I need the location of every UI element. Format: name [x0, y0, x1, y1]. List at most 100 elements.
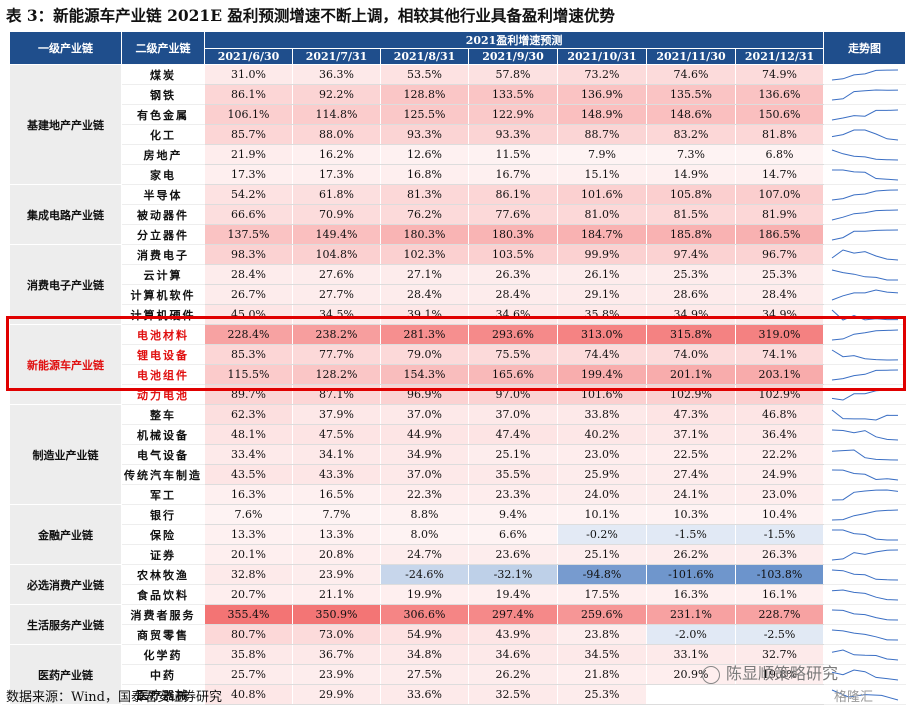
value-cell: 40.2% [557, 424, 647, 445]
watermark-logo: 格隆汇 [834, 690, 874, 705]
sparkline-cell [823, 364, 907, 385]
sparkline-line [831, 288, 898, 300]
value-cell: 10.4% [734, 504, 825, 525]
sparkline-cell [823, 484, 907, 505]
sparkline-line [831, 109, 898, 120]
value-cell: 53.5% [380, 64, 469, 85]
value-cell: 34.9% [646, 304, 736, 325]
value-cell: 81.0% [557, 204, 647, 225]
sparkline-line [831, 189, 898, 200]
value-cell: 17.3% [204, 164, 293, 185]
level2-label: 消费电子 [121, 244, 205, 265]
value-cell: 23.9% [292, 564, 381, 585]
sparkline [831, 549, 898, 560]
sparkline-cell [823, 64, 907, 85]
sparkline [831, 609, 898, 620]
value-cell: 16.5% [292, 484, 381, 505]
sparkline [831, 109, 898, 120]
value-cell: 27.7% [292, 284, 381, 305]
value-cell: 96.9% [380, 384, 469, 405]
value-cell: 57.8% [468, 64, 558, 85]
table-row: 有色金属 106.1% 114.8% 125.5% 122.9% 148.9% 148.6%… [10, 104, 907, 125]
value-cell: 88.7% [557, 124, 647, 145]
sparkline-cell [823, 164, 907, 185]
header-trend: 走势图 [823, 31, 907, 65]
value-cell: -24.6% [380, 564, 469, 585]
sparkline [831, 529, 898, 540]
table-row: 锂电设备 85.3% 77.7% 79.0% 75.5% 74.4% 74.0% 74.1% [10, 344, 907, 365]
value-cell: 133.5% [468, 84, 558, 105]
value-cell: 201.1% [646, 364, 736, 385]
table-row: 动力电池 89.7% 87.1% 96.9% 97.0% 101.6% 102.9% 102.… [10, 384, 907, 405]
header-level2: 二级产业链 [121, 31, 205, 65]
value-cell: 88.0% [292, 124, 381, 145]
value-cell: 81.5% [646, 204, 736, 225]
table-row: 保险 13.3% 13.3% 8.0% 6.6% -0.2% -1.5% -1.5% [10, 524, 907, 545]
table-row: 家电 17.3% 17.3% 16.8% 16.7% 15.1% 14.9% 14.7% [10, 164, 907, 185]
sparkline-line [831, 149, 898, 160]
sparkline-line [831, 588, 898, 600]
value-cell: -101.6% [646, 564, 736, 585]
sparkline [831, 209, 898, 220]
level2-label: 动力电池 [121, 384, 205, 405]
value-cell: 21.1% [292, 584, 381, 605]
level2-label: 化工 [121, 124, 205, 145]
value-cell: 27.4% [646, 464, 736, 485]
value-cell: 73.2% [557, 64, 647, 85]
sparkline-cell [823, 584, 907, 605]
value-cell: 62.3% [204, 404, 293, 425]
value-cell: 105.8% [646, 184, 736, 205]
header-level1: 一级产业链 [9, 31, 122, 65]
value-cell: 228.4% [204, 324, 293, 345]
value-cell: 34.6% [468, 304, 558, 325]
value-cell: 25.1% [557, 544, 647, 565]
value-cell: 9.4% [468, 504, 558, 525]
sparkline [831, 248, 898, 260]
table-row: 医疗器械 40.8% 29.9% 33.6% 32.5% 25.3% [10, 684, 907, 705]
value-cell: 85.7% [204, 124, 293, 145]
sparkline-line [831, 509, 898, 520]
value-cell: -2.5% [734, 624, 825, 645]
level2-label: 被动器件 [121, 204, 205, 225]
sparkline-line [831, 269, 898, 280]
value-cell: 25.9% [557, 464, 647, 485]
value-cell: 136.9% [557, 84, 647, 105]
value-cell: 16.3% [204, 484, 293, 505]
sparkline [831, 689, 898, 700]
value-cell: 26.1% [557, 264, 647, 285]
table-row: 集成电路产业链 半导体 54.2% 61.8% 81.3% 86.1% 101.6% 105.… [9, 184, 907, 245]
value-cell: 74.9% [734, 64, 825, 85]
sparkline-line [831, 668, 898, 680]
value-cell: 25.7% [204, 664, 293, 685]
value-cell: 23.9% [292, 664, 381, 685]
value-cell: 32.8% [204, 564, 293, 585]
value-cell: 74.6% [646, 64, 736, 85]
value-cell: 77.7% [292, 344, 381, 365]
value-cell: 31.0% [204, 64, 293, 85]
sparkline [831, 149, 898, 160]
value-cell: 29.9% [292, 684, 381, 705]
value-cell [734, 684, 825, 705]
value-cell: 180.3% [468, 224, 558, 245]
value-cell: 26.7% [204, 284, 293, 305]
value-cell: 281.3% [380, 324, 469, 345]
value-cell: 34.9% [734, 304, 825, 325]
sparkline-cell [823, 504, 907, 525]
value-cell: 26.2% [468, 664, 558, 685]
value-cell: 81.3% [380, 184, 469, 205]
level2-label: 家电 [121, 164, 205, 185]
value-cell: 10.1% [557, 504, 647, 525]
value-cell: 43.9% [468, 624, 558, 645]
value-cell: 79.0% [380, 344, 469, 365]
value-cell: 70.9% [292, 204, 381, 225]
sparkline-cell [823, 564, 907, 585]
level2-label: 煤炭 [121, 64, 205, 85]
value-cell: 14.9% [646, 164, 736, 185]
sparkline-line [831, 209, 898, 220]
value-cell: 21.9% [204, 144, 293, 165]
sparkline-cell [823, 404, 907, 425]
sparkline-cell [823, 244, 907, 265]
sparkline [831, 509, 898, 520]
value-cell: 103.5% [468, 244, 558, 265]
level2-label: 钢铁 [121, 84, 205, 105]
